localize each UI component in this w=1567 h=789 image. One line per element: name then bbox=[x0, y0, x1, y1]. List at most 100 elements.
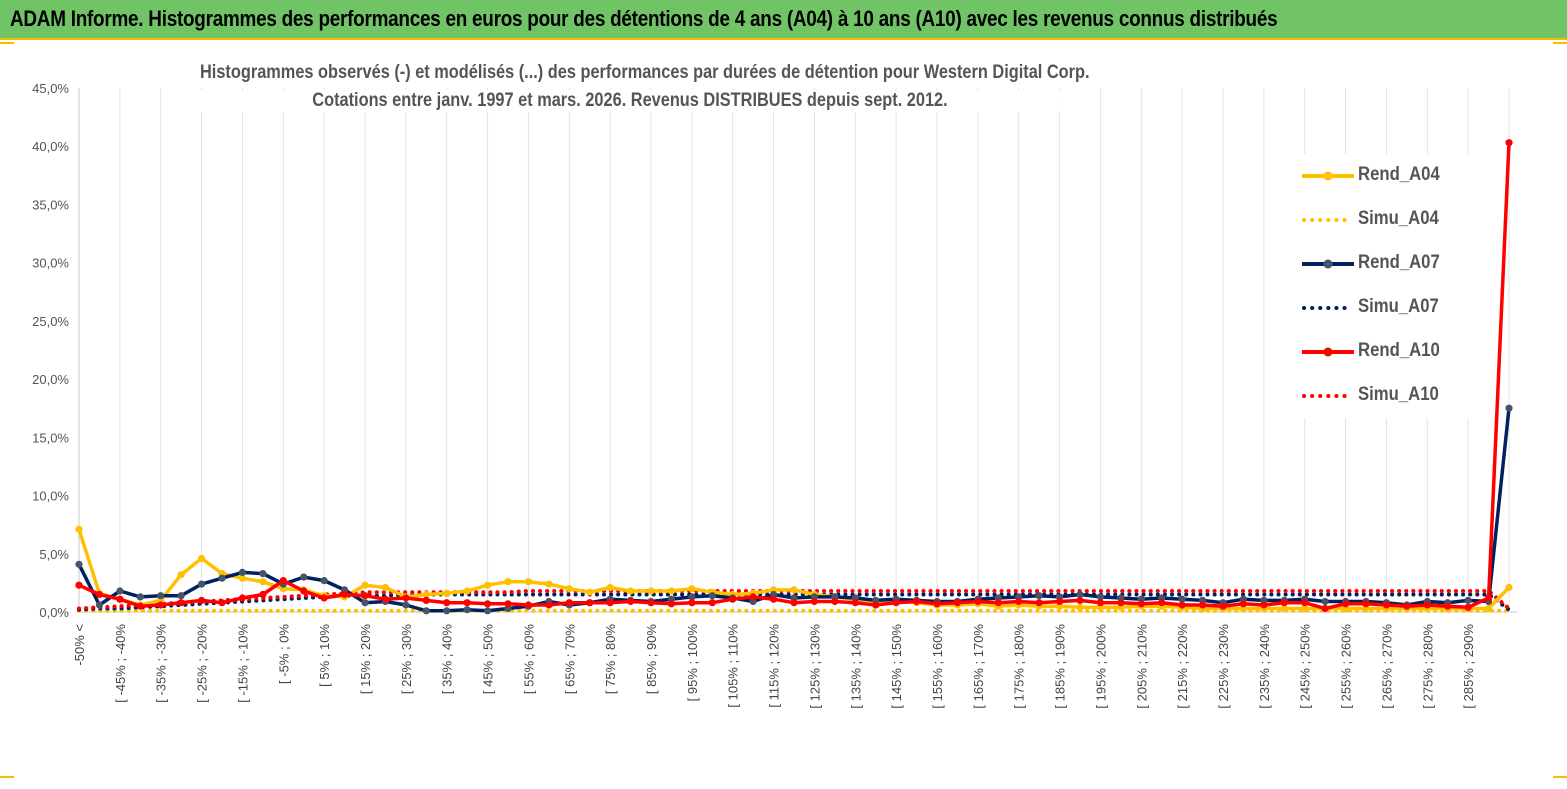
data-point bbox=[1485, 604, 1493, 613]
data-point bbox=[218, 574, 226, 582]
legend-swatch bbox=[1302, 347, 1354, 357]
data-point bbox=[1219, 602, 1227, 610]
data-point bbox=[381, 595, 389, 603]
y-tick-label: 45,0% bbox=[32, 81, 69, 96]
data-point bbox=[361, 592, 369, 600]
data-point bbox=[749, 593, 757, 601]
data-point bbox=[259, 578, 267, 586]
chart-plot: 0,0% 5,0% 10,0% 15,0% 20,0% 25,0% 30,0% 35,0% 40… bbox=[32, 81, 1517, 709]
x-tick-label: [ 205% ; 210% bbox=[1134, 624, 1149, 709]
x-tick-label: [ 235% ; 240% bbox=[1257, 624, 1272, 709]
data-point bbox=[361, 599, 369, 607]
data-point bbox=[402, 601, 410, 609]
x-tick-label: [ 95% ; 100% bbox=[685, 624, 700, 702]
data-point bbox=[586, 588, 594, 596]
data-point bbox=[300, 573, 308, 581]
data-point bbox=[1505, 583, 1513, 592]
data-point bbox=[586, 599, 594, 607]
legend-swatch bbox=[1302, 259, 1354, 269]
data-point bbox=[95, 601, 103, 609]
data-point bbox=[872, 601, 880, 609]
data-point bbox=[279, 577, 287, 585]
data-point bbox=[1076, 603, 1084, 611]
legend-item: Rend_A07 bbox=[1300, 242, 1470, 286]
data-point bbox=[259, 570, 267, 578]
x-tick-label: [ -35% ; -30% bbox=[154, 624, 169, 703]
data-point bbox=[300, 587, 308, 595]
data-point bbox=[463, 599, 471, 607]
data-point bbox=[647, 587, 655, 595]
data-point bbox=[810, 597, 819, 606]
data-point bbox=[770, 595, 778, 603]
legend-item: Rend_A04 bbox=[1300, 154, 1470, 198]
data-point bbox=[177, 592, 185, 600]
data-point bbox=[1301, 599, 1309, 607]
x-tick-label: [ 145% ; 150% bbox=[889, 624, 904, 709]
data-point bbox=[606, 583, 614, 592]
x-tick-label: [ 185% ; 190% bbox=[1053, 624, 1068, 709]
x-tick-label: [ 285% ; 290% bbox=[1461, 624, 1476, 709]
x-tick-label: -50% < bbox=[72, 624, 87, 666]
legend-label: Simu_A07 bbox=[1358, 296, 1439, 317]
data-point bbox=[157, 592, 165, 600]
series-Rend_A10 bbox=[75, 139, 1513, 613]
report-title: ADAM Informe. Histogrammes des performan… bbox=[10, 6, 1278, 31]
data-point bbox=[1096, 599, 1104, 607]
data-point bbox=[1464, 596, 1472, 605]
data-point bbox=[484, 581, 492, 589]
data-point bbox=[1321, 597, 1329, 606]
series-layer bbox=[75, 139, 1513, 615]
y-tick-label: 5,0% bbox=[39, 547, 69, 562]
data-point bbox=[198, 580, 206, 588]
chart-legend: Rend_A04 Simu_A04 Rend_A07 Simu_A07 Rend_A10… bbox=[1300, 154, 1470, 418]
x-tick-label: [ 105% ; 110% bbox=[726, 624, 741, 708]
data-point bbox=[1485, 594, 1493, 602]
x-tick-label: [ -5% ; 0% bbox=[276, 624, 291, 684]
legend-swatch bbox=[1302, 306, 1354, 310]
x-tick-label: [ 245% ; 250% bbox=[1298, 624, 1313, 709]
data-point bbox=[667, 600, 676, 608]
data-point bbox=[831, 597, 839, 606]
series-line-Rend_A07 bbox=[77, 408, 1511, 613]
corner-mark bbox=[0, 776, 14, 778]
data-point bbox=[198, 554, 206, 563]
legend-swatch bbox=[1302, 171, 1354, 181]
data-point bbox=[524, 601, 533, 609]
grid-layer bbox=[78, 88, 1510, 612]
data-point bbox=[790, 586, 798, 594]
legend-item: Rend_A10 bbox=[1300, 330, 1470, 374]
y-tick-label: 25,0% bbox=[32, 314, 69, 329]
data-point bbox=[1199, 601, 1207, 609]
data-point bbox=[1280, 604, 1288, 613]
data-point bbox=[1505, 404, 1513, 412]
chart-area: 0,0% 5,0% 10,0% 15,0% 20,0% 25,0% 30,0% 35,0% 40… bbox=[0, 40, 1567, 789]
x-tick-label: [ 135% ; 140% bbox=[848, 624, 863, 709]
x-tick-label: [ -45% ; -40% bbox=[113, 624, 128, 703]
y-tick-label: 15,0% bbox=[32, 430, 69, 445]
data-point bbox=[545, 601, 553, 609]
chart-title-line-1: Histogrammes observés (-) et modélisés (… bbox=[200, 62, 1090, 84]
data-point bbox=[1505, 139, 1513, 147]
data-point bbox=[1362, 600, 1370, 608]
data-point bbox=[627, 597, 635, 606]
data-point bbox=[218, 599, 226, 607]
data-point bbox=[729, 595, 737, 603]
data-point bbox=[708, 592, 716, 600]
y-tick-label: 10,0% bbox=[32, 489, 69, 504]
data-point bbox=[1076, 596, 1084, 605]
data-point bbox=[443, 599, 451, 607]
x-tick-label: [ 255% ; 260% bbox=[1339, 624, 1354, 709]
data-point bbox=[667, 587, 676, 595]
data-point bbox=[402, 594, 410, 602]
data-point bbox=[177, 599, 185, 607]
data-point bbox=[790, 599, 798, 607]
data-point bbox=[1035, 599, 1043, 607]
data-point bbox=[1301, 604, 1309, 613]
corner-mark bbox=[1553, 42, 1567, 44]
data-point bbox=[1035, 592, 1043, 600]
data-point bbox=[974, 597, 982, 606]
data-point bbox=[341, 590, 349, 599]
data-point bbox=[381, 583, 389, 592]
data-point bbox=[606, 599, 614, 607]
data-point bbox=[1321, 604, 1329, 613]
